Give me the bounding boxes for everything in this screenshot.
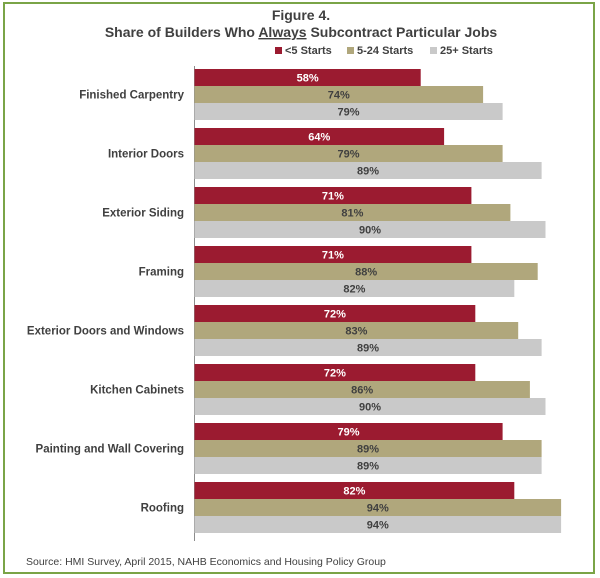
bar <box>194 280 515 297</box>
bar <box>194 69 421 86</box>
bar <box>194 263 538 280</box>
data-label: 86% <box>351 385 373 397</box>
data-label: 71% <box>322 250 344 262</box>
data-label: 58% <box>297 73 319 85</box>
category-label: Interior Doors <box>108 149 184 161</box>
data-label: 89% <box>357 461 379 473</box>
bar <box>194 482 515 499</box>
data-label: 64% <box>308 132 330 144</box>
data-label: 79% <box>338 149 360 161</box>
category-label: Painting and Wall Covering <box>36 444 184 456</box>
data-label: 82% <box>343 486 365 498</box>
bar <box>194 221 546 238</box>
chart-title-line2: Share of Builders Who Always Subcontract… <box>105 24 498 40</box>
category-label: Exterior Doors and Windows <box>27 326 184 338</box>
bar <box>194 204 511 221</box>
category-label: Framing <box>139 267 184 279</box>
data-label: 89% <box>357 166 379 178</box>
bar <box>194 86 484 103</box>
bar <box>194 499 562 516</box>
chart-title-emphasis: Always <box>258 24 306 40</box>
data-label: 81% <box>341 208 363 220</box>
data-label: 90% <box>359 225 381 237</box>
data-label: 74% <box>328 90 350 102</box>
bar <box>194 398 546 415</box>
bar <box>194 440 542 457</box>
data-label: 82% <box>343 284 365 296</box>
data-label: 71% <box>322 191 344 203</box>
chart-title-line1: Figure 4. <box>272 7 330 23</box>
category-label: Kitchen Cabinets <box>90 385 184 397</box>
category-label: Roofing <box>141 503 184 515</box>
bar <box>194 364 476 381</box>
data-label: 89% <box>357 343 379 355</box>
bar <box>194 162 542 179</box>
bar <box>194 246 472 263</box>
bar <box>194 423 503 440</box>
legend-label-2: 5-24 Starts <box>357 45 413 57</box>
data-label: 94% <box>367 520 389 532</box>
bar <box>194 145 503 162</box>
legend-swatch-2 <box>347 47 354 54</box>
category-label: Finished Carpentry <box>79 90 184 102</box>
legend-swatch-1 <box>275 47 282 54</box>
bar <box>194 187 472 204</box>
chart-title-text-after: Subcontract Particular Jobs <box>307 24 498 40</box>
bar <box>194 128 445 145</box>
legend-swatch-3 <box>430 47 437 54</box>
source-note: Source: HMI Survey, April 2015, NAHB Eco… <box>26 556 386 568</box>
chart-frame: Figure 4. Share of Builders Who Always Su… <box>3 2 595 574</box>
data-label: 72% <box>324 309 346 321</box>
bar <box>194 305 476 322</box>
bar-chart: Figure 4.Share of Builders Who Always Su… <box>26 7 562 568</box>
data-label: 88% <box>355 267 377 279</box>
data-label: 94% <box>367 503 389 515</box>
bar <box>194 457 542 474</box>
bar <box>194 322 519 339</box>
bar <box>194 103 503 120</box>
chart-title-text-before: Share of Builders Who <box>105 24 259 40</box>
data-label: 83% <box>345 326 367 338</box>
data-label: 72% <box>324 368 346 380</box>
data-label: 90% <box>359 402 381 414</box>
bar <box>194 339 542 356</box>
data-label: 79% <box>338 427 360 439</box>
bar <box>194 381 530 398</box>
bar <box>194 516 562 533</box>
data-label: 89% <box>357 444 379 456</box>
legend-label-3: 25+ Starts <box>440 45 493 57</box>
data-label: 79% <box>338 107 360 119</box>
legend-label-1: <5 Starts <box>285 45 332 57</box>
category-label: Exterior Siding <box>102 208 184 220</box>
